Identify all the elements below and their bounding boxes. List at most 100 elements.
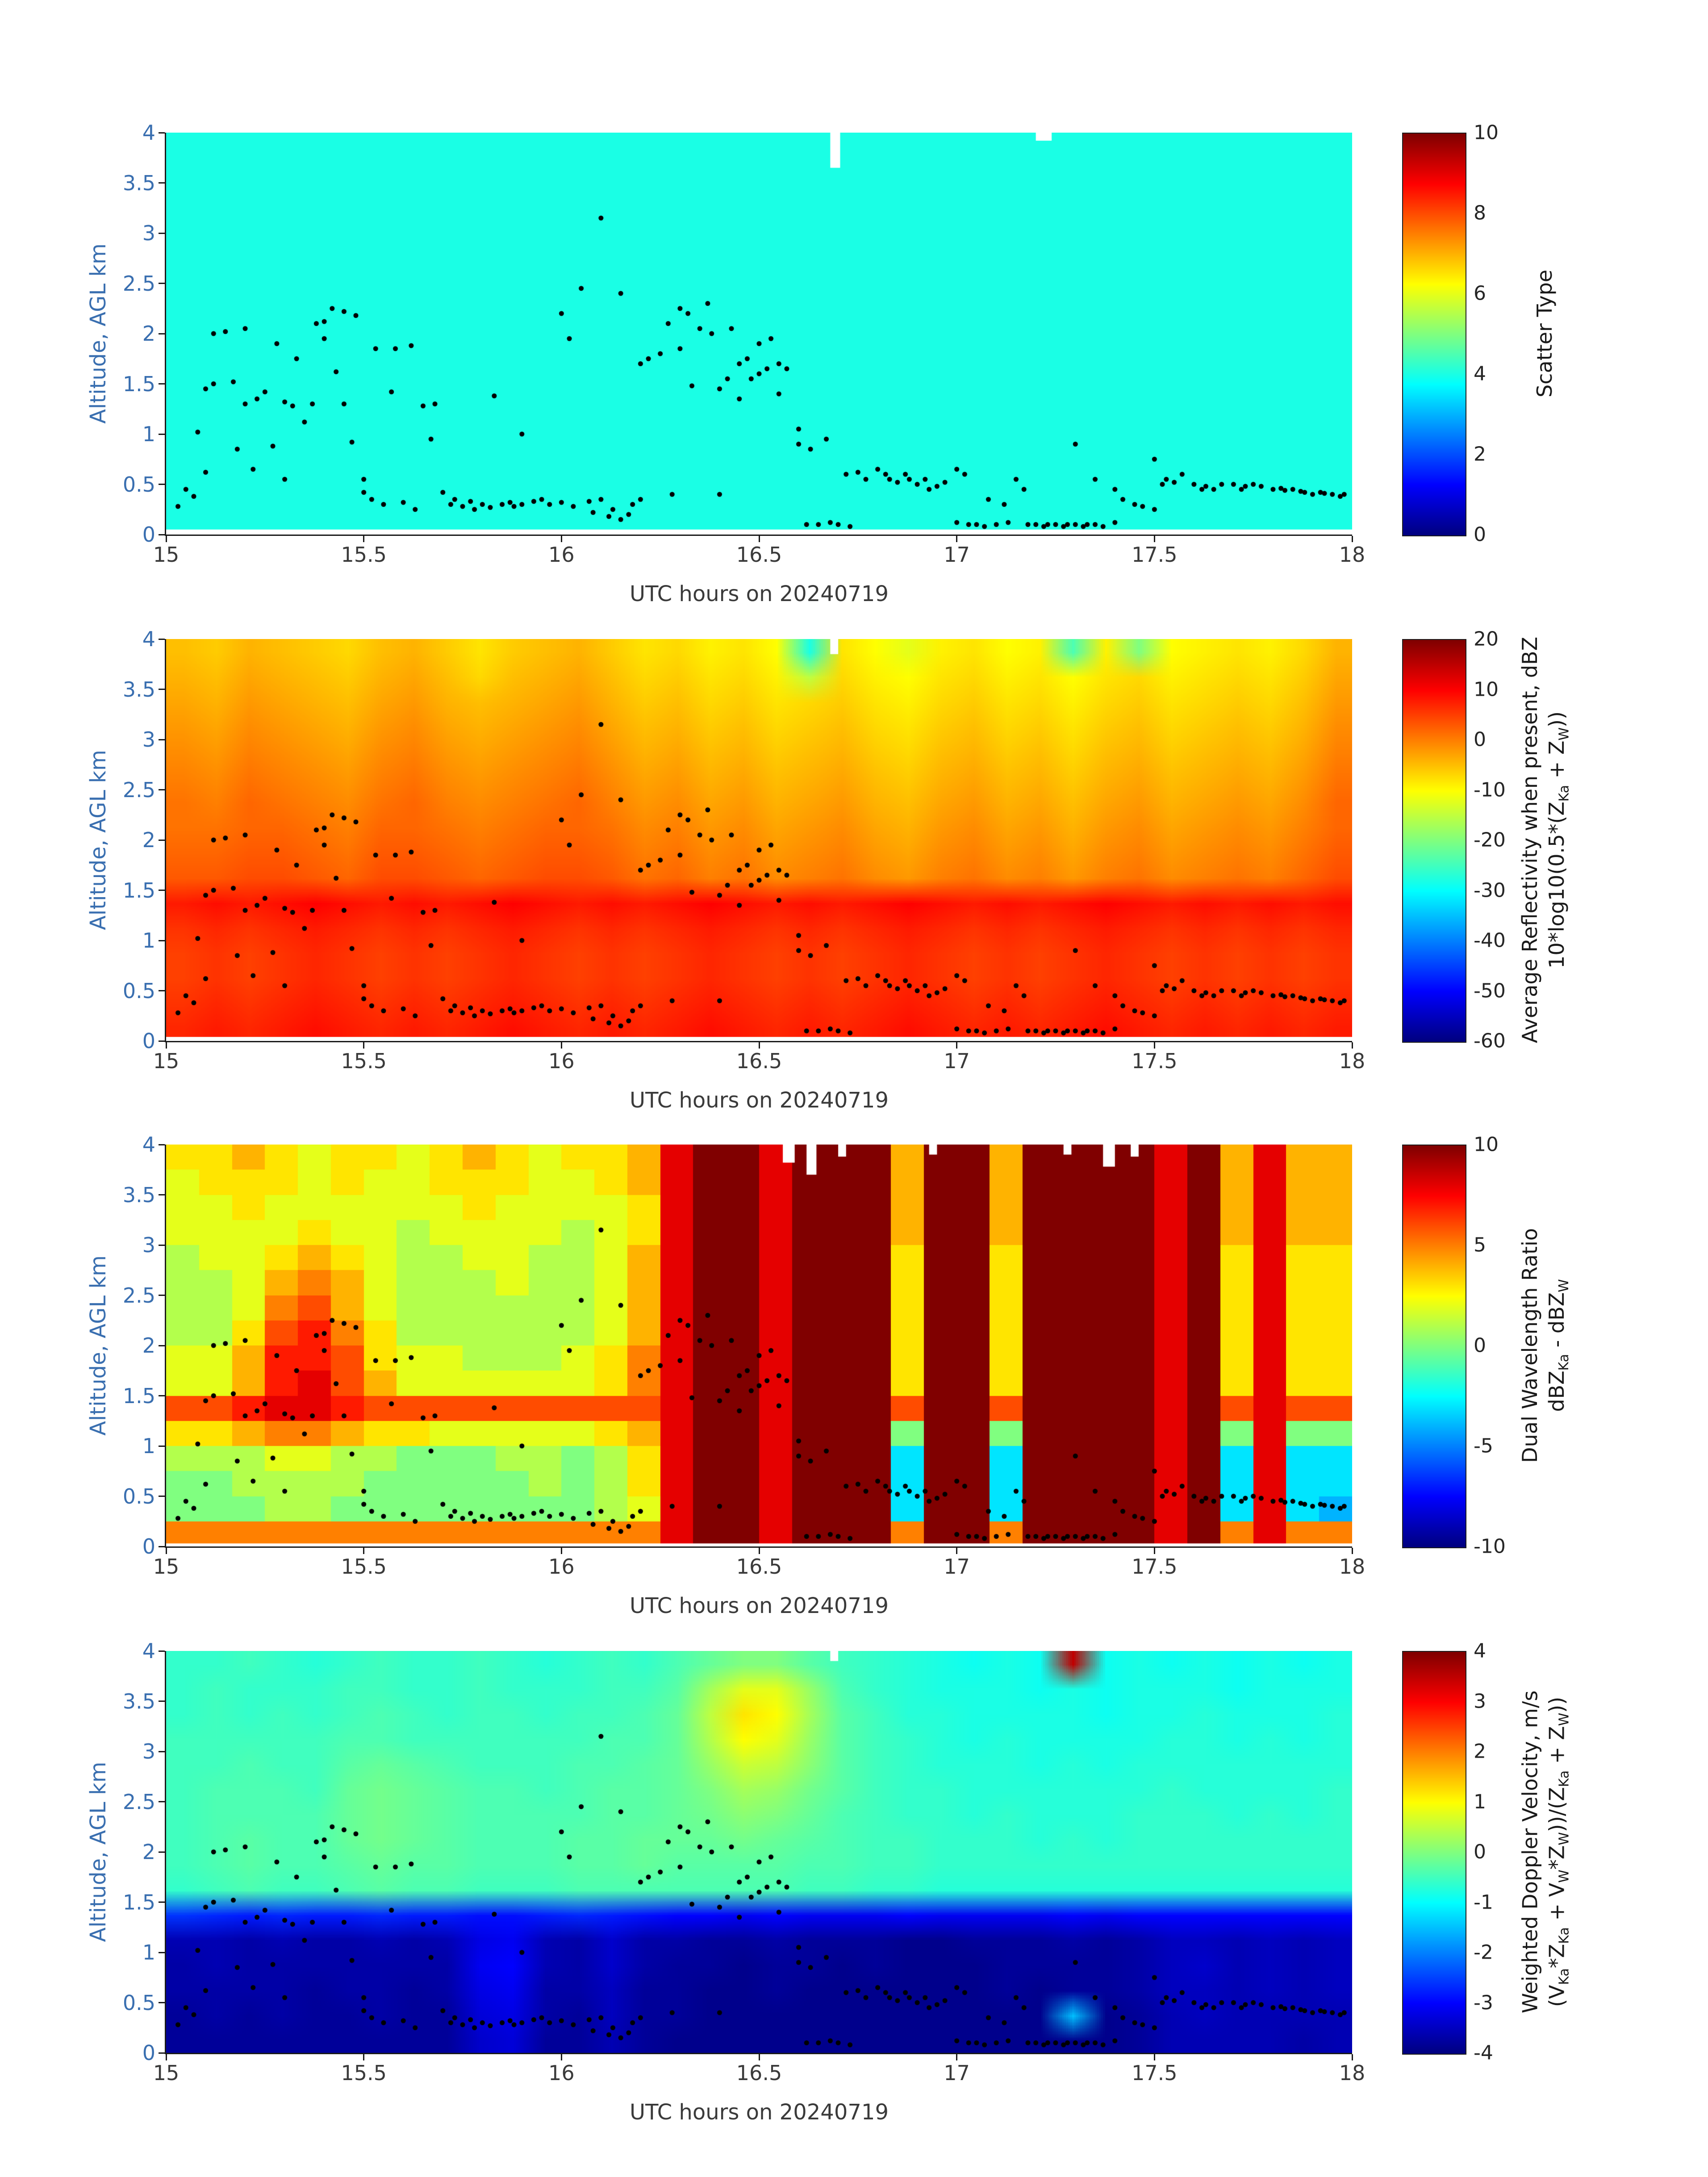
subscript: W: [1556, 1713, 1572, 1726]
colorbar-label-line: (VKa*ZKa + VW*ZW))/(ZKa + ZW)): [1544, 1696, 1572, 2007]
colorbar-tick-label: 0: [1474, 728, 1486, 751]
heatmap-canvas-scatter-type: [166, 133, 1352, 535]
colorbar-tick-label: 2: [1474, 443, 1486, 466]
y-tick-mark: [159, 1295, 165, 1296]
y-tick-mark: [159, 1345, 165, 1346]
x-tick-mark: [758, 2054, 760, 2060]
colorbar-tick-label: -10: [1474, 778, 1506, 801]
colorbar-tick-label: -1: [1474, 1891, 1493, 1914]
x-tick-mark: [1351, 1042, 1353, 1049]
y-tick-label: 3.5: [122, 677, 155, 702]
colorbar-label-text: Scatter Type: [1532, 270, 1558, 397]
y-tick-mark: [159, 1901, 165, 1903]
x-tick-label: 16: [548, 1554, 575, 1579]
y-tick-label: 0: [142, 2041, 155, 2065]
x-axis-label: UTC hours on 20240719: [630, 2100, 889, 2125]
y-tick-mark: [159, 1751, 165, 1752]
x-axis-label: UTC hours on 20240719: [630, 581, 889, 606]
x-tick-label: 16: [548, 2061, 575, 2085]
y-axis-line: [165, 133, 166, 536]
x-tick-label: 15: [153, 543, 180, 567]
colorbar-label-text: Weighted Doppler Velocity, m/s (VKa*ZKa +…: [1517, 1691, 1573, 2014]
colorbar-tick-label: -20: [1474, 828, 1506, 852]
y-tick-mark: [159, 383, 165, 384]
x-tick-label: 15: [153, 1049, 180, 1073]
colorbar-tick-label: -3: [1474, 1991, 1493, 2014]
x-tick-label: 16: [548, 1049, 575, 1073]
subscript: Ka: [1556, 1354, 1572, 1371]
y-tick-mark: [159, 990, 165, 991]
y-tick-mark: [159, 433, 165, 435]
y-tick-label: 4: [142, 1639, 155, 1663]
y-tick-mark: [159, 638, 165, 640]
x-tick-mark: [165, 1042, 167, 1049]
y-axis-line: [165, 1145, 166, 1548]
colorbar-tick-label: 20: [1474, 627, 1499, 651]
y-tick-label: 3: [142, 727, 155, 752]
y-tick-mark: [159, 232, 165, 234]
y-tick-mark: [159, 1951, 165, 1953]
y-tick-label: 0.5: [122, 1484, 155, 1508]
x-tick-label: 15.5: [341, 543, 387, 567]
colorbar-tick-label: 8: [1474, 201, 1486, 225]
x-axis-label: UTC hours on 20240719: [630, 1088, 889, 1113]
y-tick-label: 2.5: [122, 777, 155, 802]
x-tick-mark: [956, 536, 958, 542]
heatmap-canvas-average-reflectivity: [166, 639, 1352, 1041]
colorbar-label-line: Weighted Doppler Velocity, m/s: [1518, 1690, 1542, 2014]
y-tick-labels: 0 0.5 1 1.5 2 2.5 3 3.5 4: [0, 627, 155, 1053]
y-tick-mark: [159, 940, 165, 941]
y-tick-label: 3.5: [122, 1183, 155, 1207]
x-tick-mark: [363, 2054, 365, 2060]
y-tick-label: 1: [142, 1940, 155, 1964]
y-tick-label: 1: [142, 1434, 155, 1458]
colorbar-tick-label: 10: [1474, 1133, 1499, 1156]
x-tick-label: 17: [944, 2061, 970, 2085]
colorbar-tick-label: -60: [1474, 1029, 1506, 1053]
colorbar-label: Average Reflectivity when present, dBZ 10…: [1487, 636, 1603, 1044]
y-tick-mark: [159, 283, 165, 284]
y-tick-label: 2: [142, 828, 155, 852]
x-tick-mark: [1351, 536, 1353, 542]
y-tick-label: 2: [142, 1840, 155, 1864]
colorbar-label: Dual Wavelength Ratio dBZKa - dBZW: [1487, 1145, 1603, 1546]
y-tick-mark: [159, 1496, 165, 1497]
y-tick-mark: [159, 890, 165, 891]
colorbar-label-text: Dual Wavelength Ratio dBZKa - dBZW: [1517, 1228, 1573, 1463]
y-tick-mark: [159, 739, 165, 740]
x-tick-label: 18: [1339, 2061, 1366, 2085]
x-tick-mark: [560, 1548, 562, 1554]
y-tick-mark: [159, 789, 165, 790]
y-tick-labels: 0 0.5 1 1.5 2 2.5 3 3.5 4: [0, 121, 155, 547]
colorbar-tick-label: -40: [1474, 929, 1506, 952]
colorbar-tick-label: 6: [1474, 282, 1486, 305]
x-axis-line: [165, 1546, 1352, 1548]
colorbar-average-reflectivity: [1402, 639, 1466, 1043]
colorbar-scatter-type: [1402, 133, 1466, 536]
x-tick-mark: [1153, 536, 1155, 542]
y-tick-label: 2: [142, 322, 155, 346]
y-tick-label: 3.5: [122, 171, 155, 195]
x-tick-mark: [165, 2054, 167, 2060]
y-tick-label: 0.5: [122, 472, 155, 497]
x-tick-mark: [363, 536, 365, 542]
x-tick-mark: [1153, 1548, 1155, 1554]
x-tick-label: 15: [153, 2061, 180, 2085]
x-tick-mark: [956, 2054, 958, 2060]
x-axis-line: [165, 2053, 1352, 2054]
y-tick-mark: [159, 2052, 165, 2054]
x-tick-mark: [1351, 1548, 1353, 1554]
colorbar-label-line: Average Reflectivity when present, dBZ: [1518, 636, 1542, 1044]
y-axis-line: [165, 1651, 166, 2054]
colorbar-tick-label: -30: [1474, 879, 1506, 902]
colorbar-tick-label: 0: [1474, 1840, 1486, 1864]
y-tick-label: 3: [142, 1739, 155, 1763]
x-tick-label: 16.5: [736, 1554, 782, 1579]
x-tick-label: 17.5: [1132, 1554, 1178, 1579]
x-tick-label: 16.5: [736, 1049, 782, 1073]
panel-scatter-type: Altitude, AGL km 0 0.5 1 1.5 2 2.5 3 3.5 4 15 15.…: [0, 121, 1708, 639]
colorbar-tick-label: 4: [1474, 362, 1486, 385]
subscript: Ka: [1556, 1770, 1572, 1787]
y-tick-label: 1.5: [122, 1383, 155, 1408]
